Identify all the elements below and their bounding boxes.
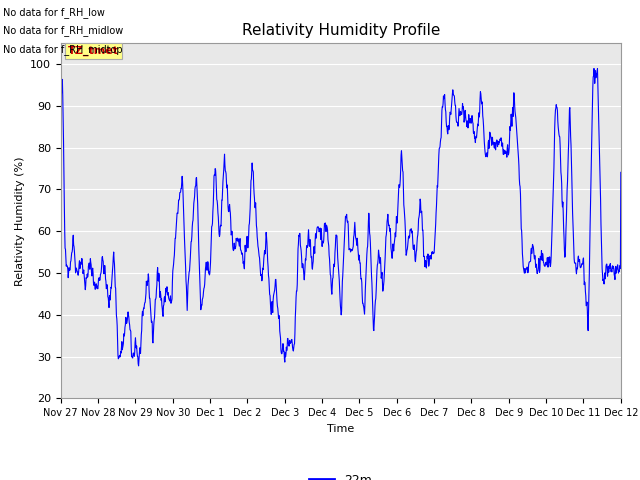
- Legend: 22m: 22m: [305, 468, 377, 480]
- X-axis label: Time: Time: [327, 424, 355, 433]
- Y-axis label: Relativity Humidity (%): Relativity Humidity (%): [15, 156, 24, 286]
- Text: No data for f_RH_midlow: No data for f_RH_midlow: [3, 25, 124, 36]
- Text: No data for f_RH_low: No data for f_RH_low: [3, 7, 105, 18]
- Title: Relativity Humidity Profile: Relativity Humidity Profile: [242, 23, 440, 38]
- Text: No data for f_RH_midtop: No data for f_RH_midtop: [3, 44, 123, 55]
- Text: TZ_tmet: TZ_tmet: [68, 46, 119, 56]
